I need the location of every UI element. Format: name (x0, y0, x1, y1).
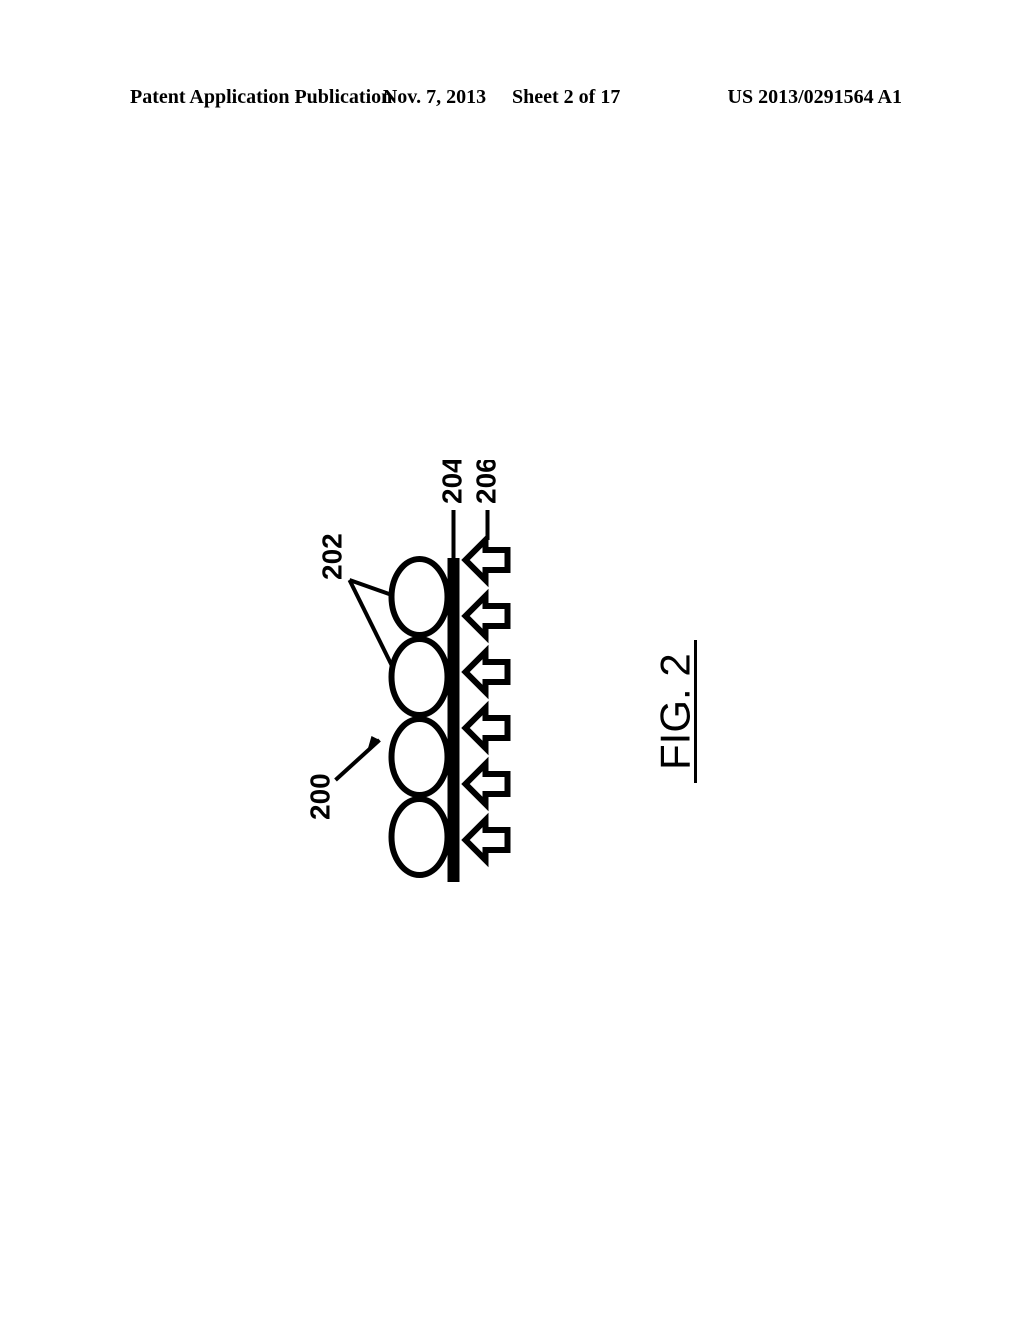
figure-caption: FIG. 2 (652, 653, 699, 770)
ref-202-label: 202 (317, 533, 348, 580)
header-sheet: Sheet 2 of 17 (512, 86, 620, 109)
oval-4 (392, 559, 448, 635)
header-date: Nov. 7, 2013 (383, 86, 486, 109)
oval-3 (392, 639, 448, 715)
arrow-2 (466, 764, 508, 804)
arrow-4 (466, 652, 508, 692)
header-publication: Patent Application Publication (130, 86, 392, 109)
ref-204-label: 204 (437, 460, 468, 504)
ovals (392, 559, 448, 875)
plate (448, 558, 460, 882)
figure-2: 200 202 204 (300, 460, 725, 980)
arrow-3 (466, 708, 508, 748)
header-pubnumber: US 2013/0291564 A1 (728, 86, 902, 109)
page: Patent Application Publication Nov. 7, 2… (0, 0, 1024, 1320)
ref-206-label: 206 (471, 460, 502, 504)
ref-200-arrow (336, 736, 380, 780)
oval-1 (392, 799, 448, 875)
arrow-5 (466, 596, 508, 636)
ref-200-label: 200 (305, 773, 336, 820)
arrow-6 (466, 540, 508, 580)
arrow-1 (466, 820, 508, 860)
oval-2 (392, 719, 448, 795)
figure-2-svg: 200 202 204 (300, 460, 720, 980)
arrows (466, 540, 508, 860)
